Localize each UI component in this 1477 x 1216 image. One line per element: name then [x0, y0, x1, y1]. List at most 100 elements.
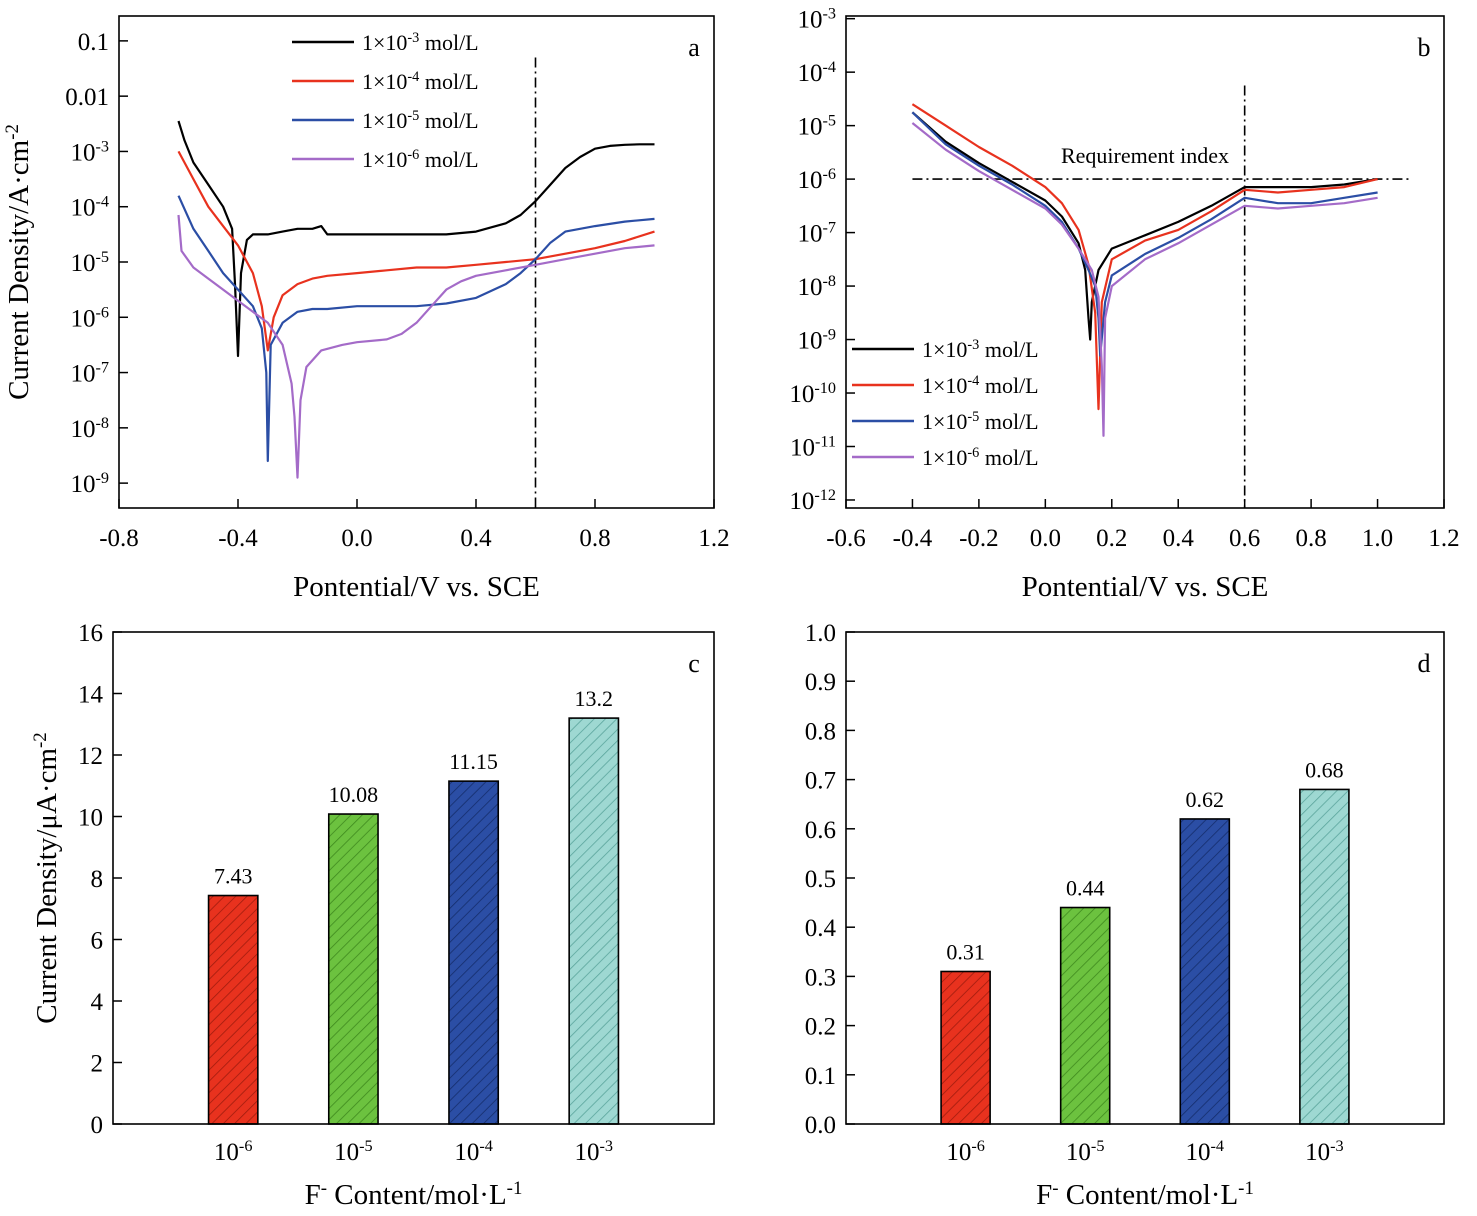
bar-value-label: 10.08	[329, 782, 379, 807]
plot-frame	[845, 15, 1445, 509]
x-tick-label: -0.8	[99, 525, 139, 552]
x-axis-label: Pontential/V vs. SCE	[293, 571, 540, 603]
chart-c: 0 2 4 6 8 10 12 14 16 7.43 10-6 10.08 10-5 11.15 10-4 1…	[30, 620, 715, 1211]
y-tick-label: 10-11	[790, 433, 836, 462]
x-tick-label: 10-4	[454, 1137, 493, 1166]
series-line-1	[177, 120, 655, 358]
x-tick-label: 10-3	[575, 1137, 614, 1166]
y-tick-label: 10-6	[70, 303, 109, 332]
y-tick-label: 0.01	[65, 84, 109, 111]
y-tick-label: 10-9	[70, 469, 109, 498]
y-tick-label: 1.0	[805, 620, 836, 647]
plot-frame	[845, 631, 1445, 1125]
series-line-2	[177, 150, 655, 352]
bar-value-label: 0.31	[946, 939, 985, 964]
requirement-index-label: Requirement index	[1061, 143, 1229, 168]
x-tick-label: 10-4	[1186, 1137, 1225, 1166]
bar	[207, 894, 259, 1125]
y-tick-label: 10	[78, 805, 103, 832]
y-tick-label: 10-6	[797, 165, 836, 194]
legend-label: 1×10-4 mol/L	[362, 69, 479, 94]
x-tick-label: 0.8	[1295, 525, 1326, 552]
legend-label: 1×10-5 mol/L	[922, 409, 1039, 434]
series-line-3	[177, 195, 655, 463]
y-tick-label: 0.3	[805, 964, 836, 991]
y-tick-label: 10-5	[797, 112, 836, 141]
bar	[568, 717, 620, 1125]
series-line-1	[911, 111, 1378, 341]
x-tick-label: 0.6	[1229, 525, 1260, 552]
legend-label: 1×10-6 mol/L	[922, 445, 1039, 470]
x-tick-label: -0.4	[893, 525, 933, 552]
legend: 1×10-3 mol/L 1×10-4 mol/L 1×10-5 mol/L 1×10…	[292, 30, 479, 172]
x-tick-label: 0.8	[579, 525, 610, 552]
y-tick-label: 0	[91, 1112, 104, 1139]
y-tick-label: 10-4	[797, 58, 836, 87]
y-tick-label: 2	[91, 1051, 104, 1078]
chart-b: -0.6 -0.4 -0.2 0.0 0.2 0.4 0.6 0.8 1.0 1.2 10-12 10…	[789, 5, 1459, 603]
series-line-4	[177, 214, 655, 479]
y-tick-label: 10-12	[789, 486, 836, 515]
bar-value-label: 0.44	[1066, 876, 1105, 901]
plot-frame	[112, 631, 715, 1125]
y-tick-label: 0.2	[805, 1014, 836, 1041]
x-tick-label: 0.0	[1030, 525, 1061, 552]
y-tick-label: 10-4	[70, 193, 109, 222]
bar-value-label: 0.68	[1305, 757, 1344, 782]
x-tick-label: 1.0	[1362, 525, 1393, 552]
x-axis-label: Pontential/V vs. SCE	[1022, 571, 1269, 603]
legend-label: 1×10-3 mol/L	[922, 337, 1039, 362]
y-tick-label: 10-8	[70, 414, 109, 443]
x-tick-label: 1.2	[1428, 525, 1459, 552]
panel-label: c	[688, 649, 700, 678]
bar	[940, 970, 991, 1125]
y-tick-label: 10-7	[797, 219, 836, 248]
x-tick-label: 10-6	[946, 1137, 985, 1166]
x-axis-label: F- Content/mol·L-1	[1036, 1178, 1254, 1212]
y-tick-label: 0.6	[805, 817, 836, 844]
bar	[1059, 906, 1111, 1125]
x-tick-label: 0.2	[1096, 525, 1127, 552]
x-tick-label: 0.0	[341, 525, 372, 552]
y-tick-label: 10-3	[797, 5, 836, 34]
x-tick-label: -0.6	[826, 525, 866, 552]
legend-label: 1×10-5 mol/L	[362, 108, 479, 133]
bar	[448, 780, 500, 1125]
y-axis-label: Current Density/μA·cm-2	[30, 732, 64, 1023]
panel-label: d	[1418, 649, 1431, 678]
legend-label: 1×10-6 mol/L	[362, 147, 479, 172]
x-tick-label: 10-3	[1305, 1137, 1344, 1166]
y-tick-label: 0.9	[805, 669, 836, 696]
bar-value-label: 11.15	[449, 749, 498, 774]
bar-value-label: 0.62	[1186, 787, 1225, 812]
y-tick-label: 0.8	[805, 718, 836, 745]
x-tick-label: 10-5	[334, 1137, 373, 1166]
plot-frame	[118, 15, 715, 509]
y-tick-label: 0.4	[805, 915, 837, 942]
y-tick-label: 10-10	[789, 379, 836, 408]
legend-label: 1×10-4 mol/L	[922, 373, 1039, 398]
y-tick-label: 6	[91, 928, 104, 955]
y-tick-label: 0.0	[805, 1112, 836, 1139]
legend-label: 1×10-3 mol/L	[362, 30, 479, 55]
bar-value-label: 7.43	[214, 864, 253, 889]
panel-label: a	[688, 33, 700, 62]
x-tick-label: 1.2	[698, 525, 729, 552]
x-tick-label: 0.4	[1163, 525, 1195, 552]
y-tick-label: 8	[91, 866, 104, 893]
series-line-4	[911, 122, 1378, 437]
x-tick-label: 10-6	[214, 1137, 253, 1166]
y-tick-label: 0.1	[78, 29, 109, 56]
y-axis-label: Current Density/A·cm-2	[2, 124, 36, 400]
y-tick-label: 0.7	[805, 768, 836, 795]
panel-label: b	[1418, 33, 1431, 62]
y-tick-label: 0.1	[805, 1063, 836, 1090]
y-tick-label: 10-3	[70, 137, 109, 166]
x-axis-label: F- Content/mol·L-1	[305, 1178, 523, 1212]
bar-value-label: 13.2	[575, 686, 614, 711]
y-tick-label: 10-8	[797, 272, 836, 301]
legend: 1×10-3 mol/L 1×10-4 mol/L 1×10-5 mol/L 1×10…	[852, 337, 1039, 470]
bar	[1179, 818, 1231, 1125]
x-tick-label: -0.4	[218, 525, 258, 552]
